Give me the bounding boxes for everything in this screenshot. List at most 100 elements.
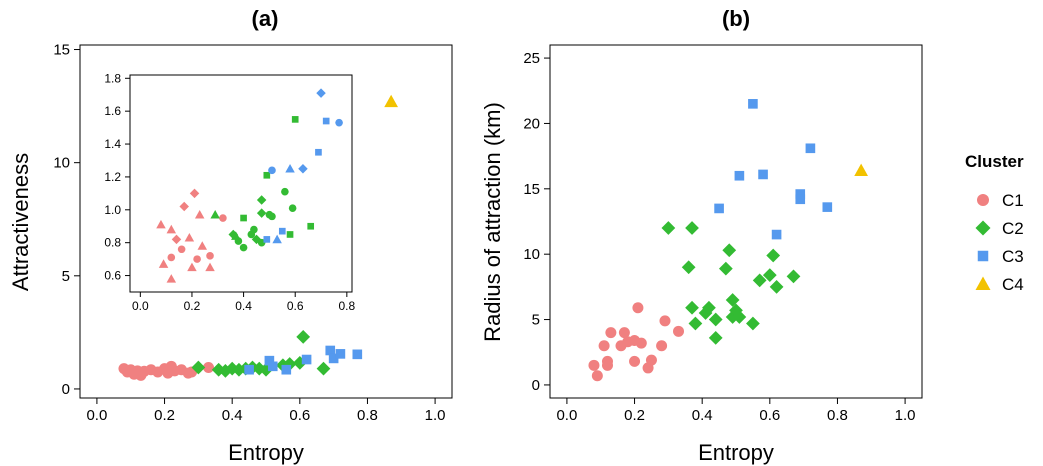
inset-point-c1: [158, 259, 169, 268]
panel-a-y-axis-title: Attractiveness: [8, 153, 33, 291]
inset-point-c2: [263, 171, 271, 179]
inset-point-c2: [250, 225, 258, 234]
panel-b-point-c1: [598, 340, 610, 352]
panel-a-inset: 0.6 0.8 1.0 1.2 1.4 1.6 1.8 0.0 0.2 0.4 0.6 0.8: [104, 71, 355, 313]
inset-point-c2: [231, 231, 241, 240]
panel-b-point-c1: [605, 327, 617, 339]
panel-a-point-c2: [191, 360, 206, 375]
legend-label-c4: C4: [1002, 275, 1024, 294]
inset-point-c1: [171, 234, 182, 245]
panel-b-point-c1: [591, 370, 603, 382]
legend-label-c3: C3: [1002, 247, 1024, 266]
inset-frame: [129, 74, 353, 293]
panel-a-y-tick-label: 10: [53, 155, 70, 172]
panel-b-x-tick-label: 0.4: [692, 407, 713, 424]
inset-point-c1: [166, 224, 177, 234]
panel-b-point-c2: [752, 273, 767, 288]
panel-a-point-c4: [384, 94, 399, 108]
panel-b-point-c2: [661, 221, 676, 235]
panel-b-point-c1: [645, 354, 657, 366]
panel-b-point-c2: [718, 261, 733, 276]
panel-b-point-c2: [766, 248, 781, 263]
panel-b-point-c3: [714, 203, 724, 214]
inset-point-c2: [288, 204, 297, 212]
inset-point-c1: [194, 209, 205, 219]
panel-b-point-c1: [632, 302, 644, 314]
inset-point-c2: [307, 222, 315, 230]
panel-b-points: [588, 99, 869, 382]
panel-a-x-tick-label: 0.8: [357, 407, 378, 424]
inset-point-c3: [278, 227, 286, 235]
inset-x-tick-label: 0.0: [132, 299, 149, 313]
inset-x-tick-label: 0.2: [184, 299, 201, 313]
panel-b-point-c2: [769, 279, 784, 294]
inset-point-c3: [268, 166, 276, 175]
panel-b-point-c3: [758, 169, 768, 180]
panel-b-point-c1: [673, 325, 685, 337]
inset-point-c2: [210, 209, 220, 219]
legend-title: Cluster: [965, 152, 1024, 171]
panel-b-title: (b): [722, 6, 750, 31]
panel-b-point-c3: [734, 170, 745, 181]
panel-b-y-tick-label: 5: [532, 312, 540, 329]
panel-b-point-c2: [685, 221, 699, 235]
panel-a-title: (a): [252, 6, 279, 31]
panel-b-y-ticks: 0 5 10 15 20 25: [523, 50, 550, 394]
inset-x-tick-label: 0.4: [235, 299, 252, 313]
legend-label-c2: C2: [1002, 219, 1024, 238]
panel-a-x-tick-label: 0.0: [86, 407, 107, 424]
panel-b-point-c1: [629, 355, 641, 367]
panel-b-x-tick-label: 0.8: [827, 407, 848, 424]
panel-b-point-c2: [685, 300, 699, 315]
legend-marker-c1: [977, 194, 989, 206]
inset-point-c3: [298, 163, 308, 174]
panel-a-x-tick-label: 0.6: [289, 407, 310, 424]
panel-b-point-c3: [795, 194, 806, 205]
panel-b-y-tick-label: 15: [523, 181, 540, 198]
panel-a-y-tick-label: 5: [62, 268, 70, 285]
panel-b-x-tick-label: 1.0: [895, 407, 916, 424]
panel-b-point-c2: [746, 316, 760, 331]
inset-point-c3: [315, 148, 322, 156]
inset-y-tick-label: 1.0: [104, 203, 121, 217]
inset-point-c3: [316, 88, 326, 98]
panel-a-y-ticks: 0 5 10 15: [53, 42, 80, 398]
inset-point-c2: [256, 195, 267, 205]
panel-b-point-c1: [635, 337, 647, 349]
panel-a-point-c3: [267, 361, 278, 372]
inset-y-tick-label: 1.4: [104, 137, 121, 151]
inset-point-c1: [197, 241, 208, 250]
panel-a-point-c3: [335, 349, 346, 359]
inset-point-c2: [240, 214, 247, 222]
panel-a-point-c1: [203, 361, 215, 373]
panel-b-point-c2: [708, 312, 723, 327]
inset-point-c2: [256, 208, 267, 218]
inset-points: [156, 88, 343, 283]
inset-point-c1: [187, 262, 197, 272]
inset-y-tick-label: 1.2: [104, 170, 121, 184]
panel-b-point-c2: [786, 269, 801, 284]
panel-b-point-c2: [702, 300, 716, 315]
inset-point-c1: [206, 252, 214, 260]
inset-point-c3: [322, 117, 330, 125]
panel-b-y-axis-title: Radius of attraction (km): [480, 102, 505, 342]
panel-b-point-c3: [822, 202, 833, 212]
panel-a-point-c3: [301, 354, 312, 365]
panel-b-point-c1: [618, 327, 630, 339]
panel-b-point-c2: [681, 260, 696, 275]
panel-a: (a) 0 5 10 15 0.0 0.2 0.4 0.6 0.8 1.0 Entropy At…: [8, 6, 453, 465]
panel-b-point-c3: [771, 229, 782, 240]
panel-b-point-c2: [762, 268, 777, 282]
panel-a-x-tick-label: 0.4: [222, 407, 243, 424]
panel-a-y-tick-label: 15: [53, 42, 70, 59]
panel-b-point-c4: [854, 163, 869, 177]
panel-b-point-c2: [725, 293, 740, 307]
inset-x-ticks: 0.0 0.2 0.4 0.6 0.8: [132, 292, 356, 313]
inset-point-c2: [291, 116, 299, 123]
panel-a-point-c2: [316, 361, 331, 376]
panel-b-point-c3: [795, 189, 806, 199]
legend-label-c1: C1: [1002, 191, 1024, 210]
panel-b-y-tick-label: 10: [523, 246, 540, 263]
inset-y-tick-label: 1.6: [104, 104, 121, 118]
panel-a-plot-frame: [79, 44, 453, 399]
